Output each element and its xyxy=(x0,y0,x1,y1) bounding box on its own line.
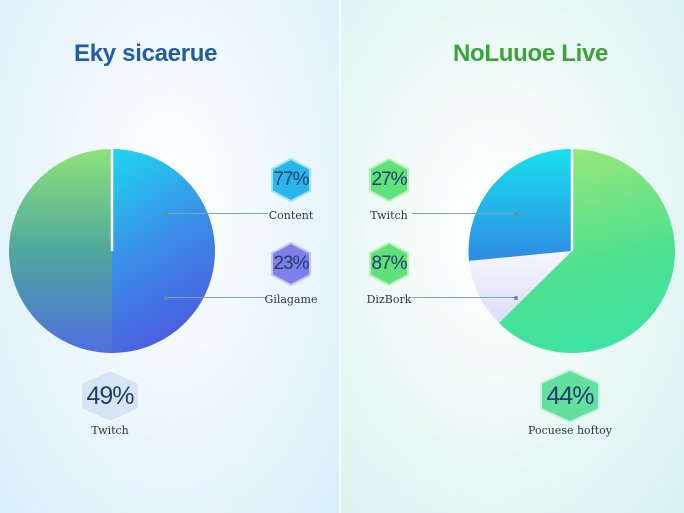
left-chart-title: Eky sicaerue xyxy=(74,40,218,67)
hexagon-icon xyxy=(369,157,409,203)
badge-gilagame: 23% xyxy=(268,241,314,287)
label-content: Content xyxy=(268,209,314,222)
hexagon-icon xyxy=(80,368,140,424)
hexagon-icon xyxy=(271,157,311,203)
label-twitch: Twitch xyxy=(370,209,408,222)
leader-dot xyxy=(514,211,518,216)
left-pie-chart xyxy=(9,149,215,353)
leader-dot xyxy=(514,295,518,300)
badge-value: 44% xyxy=(546,382,594,410)
leader-dot xyxy=(164,295,168,300)
label-twitch-left: Twitch xyxy=(91,424,129,437)
pie-slice-gilagame xyxy=(9,149,112,353)
leader-line-twitch xyxy=(412,211,518,216)
panel-divider xyxy=(339,0,341,513)
leader-line-gilagame xyxy=(164,295,268,300)
leader-line-content xyxy=(164,211,268,216)
pie-slice-dizbork xyxy=(469,251,572,323)
right-chart-title: NoLuuoe Live xyxy=(453,40,609,67)
hexagon-icon xyxy=(540,368,600,424)
label-gilagame: Gilagame xyxy=(264,293,318,306)
leader-dot xyxy=(164,211,168,216)
badge-value: 77% xyxy=(273,169,309,190)
badge-dizbork: 87% xyxy=(366,241,412,287)
label-dizbork: DizBork xyxy=(366,293,412,306)
pie-slice-content xyxy=(112,149,215,353)
badge-value: 49% xyxy=(86,382,134,410)
label-pocuese-hoftoy: Pocuese hoftoy xyxy=(527,424,613,437)
hexagon-icon xyxy=(369,241,409,287)
pie-slice-pocuese-hoftoy xyxy=(499,149,675,353)
badge-content: 77% xyxy=(268,157,314,203)
right-pie-chart xyxy=(468,148,675,353)
badge-value: 23% xyxy=(273,253,309,274)
badge-twitch: 27% xyxy=(366,157,412,203)
badge-pocuese-hoftoy: 44% xyxy=(538,368,602,424)
leader-line-dizbork xyxy=(412,295,518,300)
badge-value: 27% xyxy=(371,169,407,190)
hexagon-icon xyxy=(271,241,311,287)
badge-value: 87% xyxy=(371,253,407,274)
pie-slice-twitch xyxy=(468,148,572,261)
badge-twitch-left: 49% xyxy=(78,368,142,424)
